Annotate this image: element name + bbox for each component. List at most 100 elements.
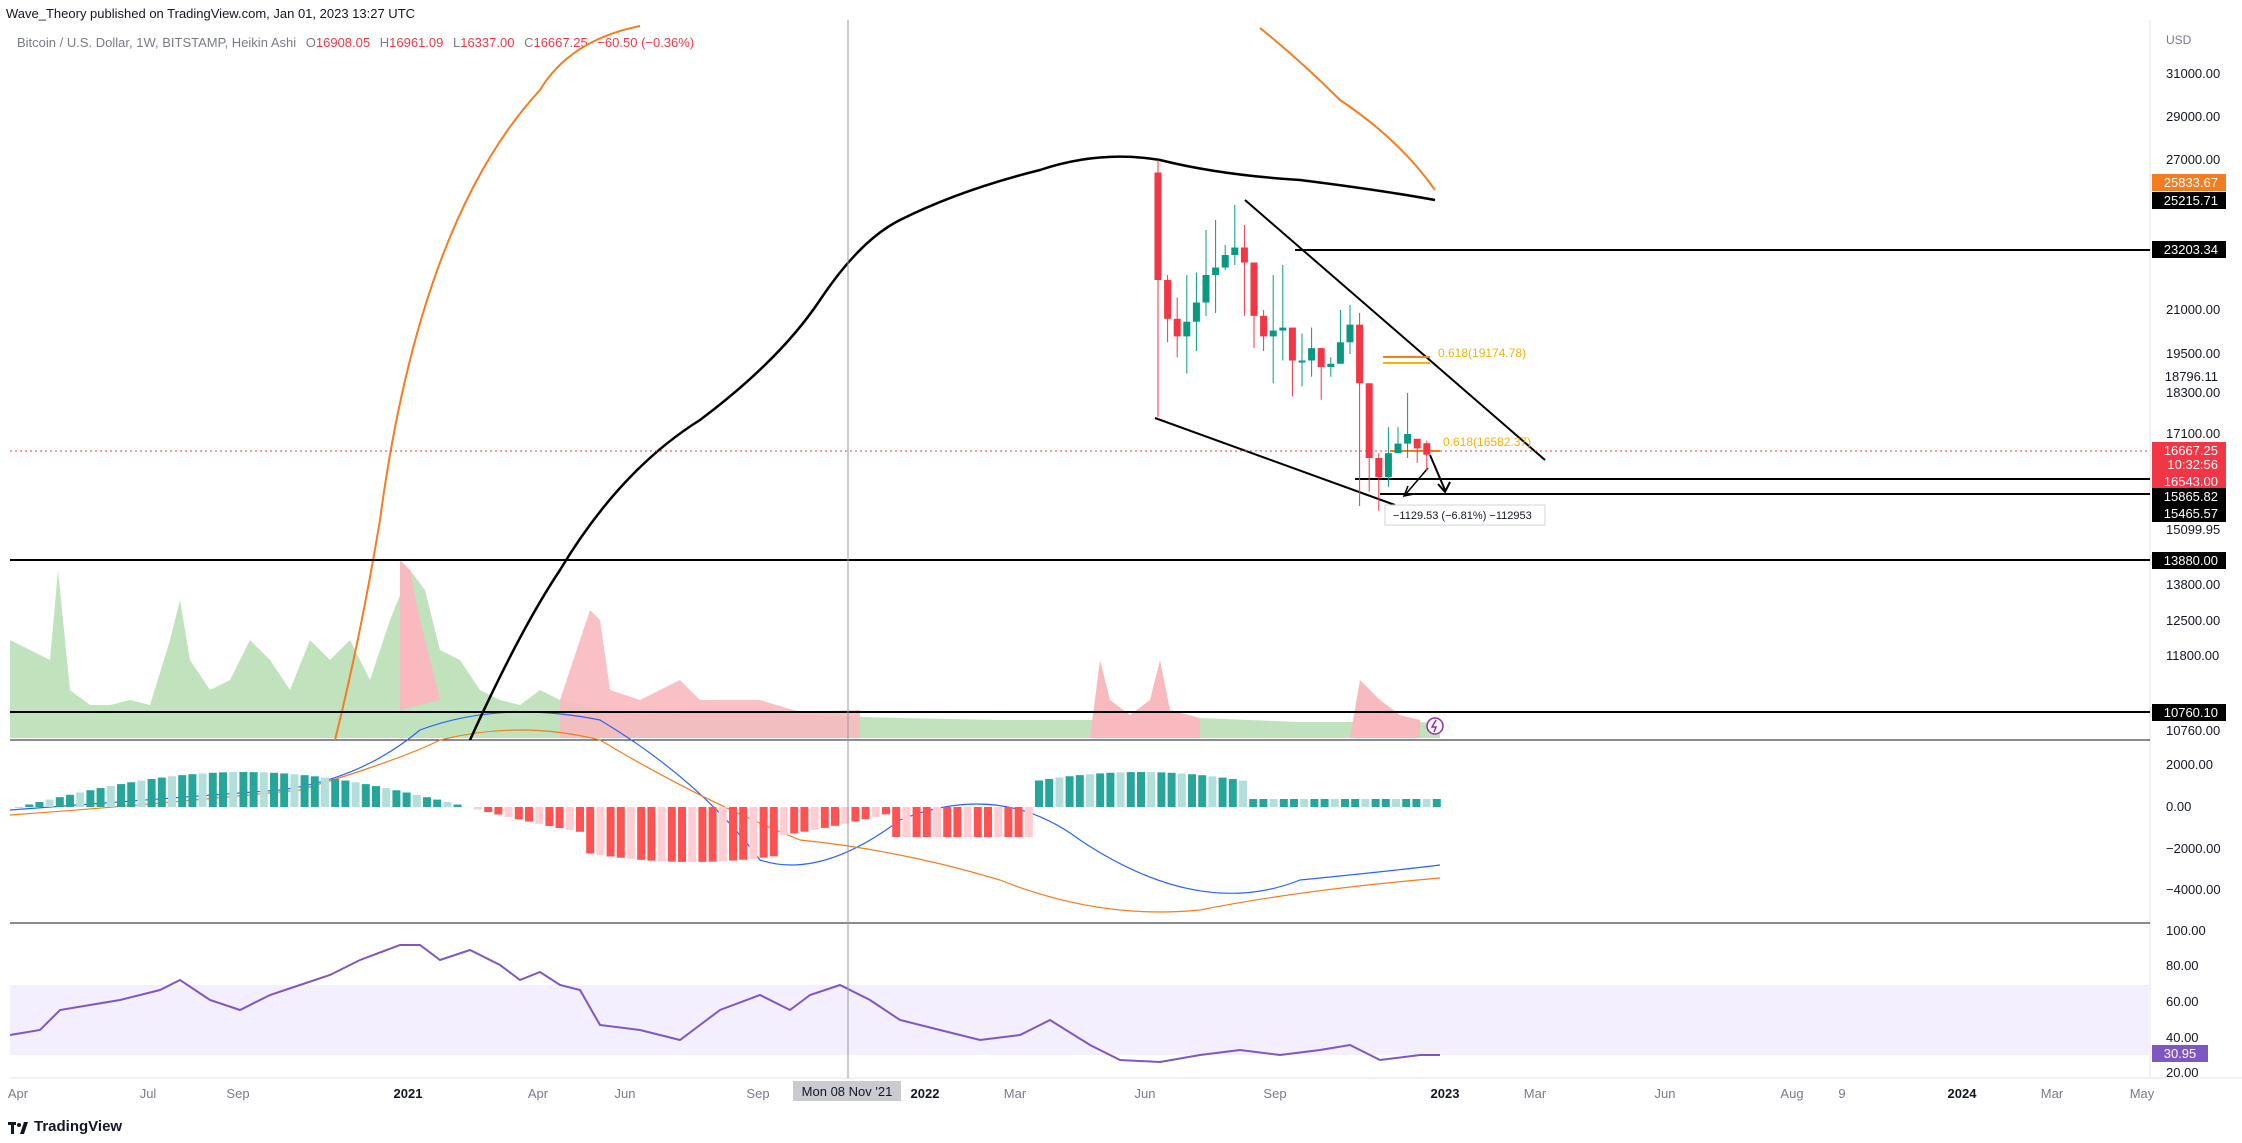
macd-bar xyxy=(1381,799,1390,807)
macd-bar xyxy=(117,784,125,807)
candle-body xyxy=(1423,443,1431,455)
pattern-upper-line[interactable] xyxy=(1244,199,1546,461)
macd-bar xyxy=(973,807,982,837)
footer-brand-label: TradingView xyxy=(34,1118,123,1135)
macd-bar xyxy=(106,786,115,807)
macd-bar xyxy=(1188,774,1196,807)
rsi-tick-label: 20.00 xyxy=(2166,1065,2199,1080)
macd-bar xyxy=(259,772,268,807)
macd-bar xyxy=(1045,778,1054,807)
macd-bar xyxy=(147,778,156,807)
price-badge-label: 25215.71 xyxy=(2164,193,2218,208)
price-tick-label: 31000.00 xyxy=(2166,66,2220,81)
price-axis-unit: USD xyxy=(2166,33,2192,47)
macd-bar xyxy=(1351,799,1360,807)
macd-bar xyxy=(1167,772,1176,807)
macd-bar xyxy=(15,807,23,808)
arrow-down-left-icon xyxy=(1402,467,1429,498)
macd-bar xyxy=(494,807,503,815)
time-axis[interactable]: Apr Jul Sep 2021 Apr Jun Sep 2022 Mar Jun Sep 2023 M… xyxy=(8,1086,2155,1101)
macd-bar xyxy=(596,807,605,856)
candle-body xyxy=(1356,324,1364,384)
macd-bar xyxy=(576,807,584,832)
macd-histogram xyxy=(15,772,1441,862)
macd-bar xyxy=(1361,799,1370,807)
macd-bar xyxy=(1392,799,1400,807)
measure-label: −1129.53 (−6.81%) −112953 xyxy=(1393,510,1532,522)
macd-bar xyxy=(1106,772,1115,807)
macd-bar xyxy=(912,807,921,837)
low-label: L xyxy=(452,35,461,50)
macd-bar xyxy=(45,799,54,807)
low-value: 16337.00 xyxy=(460,35,515,50)
time-tick-label: Sep xyxy=(226,1086,249,1101)
candle-body xyxy=(1298,360,1306,363)
macd-bar xyxy=(1218,777,1227,807)
price-badge-label: 13880.00 xyxy=(2164,553,2218,568)
macd-bar xyxy=(1208,776,1217,807)
macd-bar xyxy=(637,807,646,860)
macd-bar xyxy=(729,807,737,861)
macd-bar xyxy=(565,807,574,830)
macd-tick-label: 0.00 xyxy=(2166,799,2191,814)
macd-bar xyxy=(586,807,595,854)
macd-bar xyxy=(627,807,635,859)
open-label: O xyxy=(305,35,316,50)
macd-bar xyxy=(96,788,105,807)
time-tick-label: Sep xyxy=(1263,1086,1286,1101)
candle-body xyxy=(1192,302,1200,322)
macd-bar xyxy=(953,807,962,837)
macd-bar xyxy=(453,804,462,807)
time-tick-label: Apr xyxy=(528,1086,549,1101)
time-tick-label: Mar xyxy=(1524,1086,1547,1101)
price-badge-label: 15865.82 xyxy=(2164,489,2218,504)
price-badge-label: 16667.25 xyxy=(2164,443,2218,458)
time-tick-label: 2021 xyxy=(394,1086,423,1101)
candle-body xyxy=(1327,363,1335,367)
time-tick-label: Apr xyxy=(8,1086,29,1101)
high-value: 16961.09 xyxy=(389,35,444,50)
candle-body xyxy=(1240,247,1248,263)
macd-bar xyxy=(963,807,972,837)
macd-bar xyxy=(137,780,146,807)
time-tick-label: Jun xyxy=(1135,1086,1156,1101)
price-badge-bg xyxy=(2152,241,2226,258)
macd-bar xyxy=(1075,775,1084,807)
lightning-icon[interactable] xyxy=(1426,717,1444,735)
macd-bar xyxy=(1126,772,1135,807)
macd-bar xyxy=(392,790,401,807)
macd-bar xyxy=(820,807,829,828)
macd-bar xyxy=(1422,799,1431,807)
macd-bar xyxy=(902,807,911,837)
macd-bar xyxy=(412,794,421,807)
footer-brand[interactable]: TradingView xyxy=(8,1118,122,1135)
time-tick-label: Aug xyxy=(1780,1086,1803,1101)
macd-bar xyxy=(831,807,839,826)
macd-bar xyxy=(882,807,890,815)
price-badge-bg xyxy=(2152,488,2226,505)
candle-body xyxy=(1404,434,1412,444)
time-tick-label: May xyxy=(2130,1086,2155,1101)
macd-bar xyxy=(229,772,238,807)
macd-bar xyxy=(922,807,931,837)
price-badge-label: 10760.10 xyxy=(2164,705,2218,720)
macd-bar xyxy=(708,807,717,862)
price-axis[interactable]: USD 31000.00 29000.00 27000.00 21000.00 19500… xyxy=(2152,33,2226,738)
pattern-lower-line[interactable] xyxy=(1154,417,1396,506)
macd-bar xyxy=(1228,779,1237,807)
macd-bar xyxy=(1198,775,1207,807)
macd-bar xyxy=(780,807,788,835)
macd-bar xyxy=(372,786,380,807)
price-tick-label: 13800.00 xyxy=(2166,577,2220,592)
close-value: 16667.25 xyxy=(533,35,588,50)
macd-bar xyxy=(943,807,952,837)
candle-body xyxy=(1260,315,1268,337)
macd-bar xyxy=(667,807,676,862)
rsi-tick-label: 60.00 xyxy=(2166,994,2199,1009)
rsi-tick-label: 40.00 xyxy=(2166,1030,2199,1045)
macd-bar xyxy=(871,807,880,817)
macd-bar xyxy=(66,794,74,807)
candle-body xyxy=(1212,267,1220,275)
rsi-value-label: 30.95 xyxy=(2164,1046,2197,1061)
